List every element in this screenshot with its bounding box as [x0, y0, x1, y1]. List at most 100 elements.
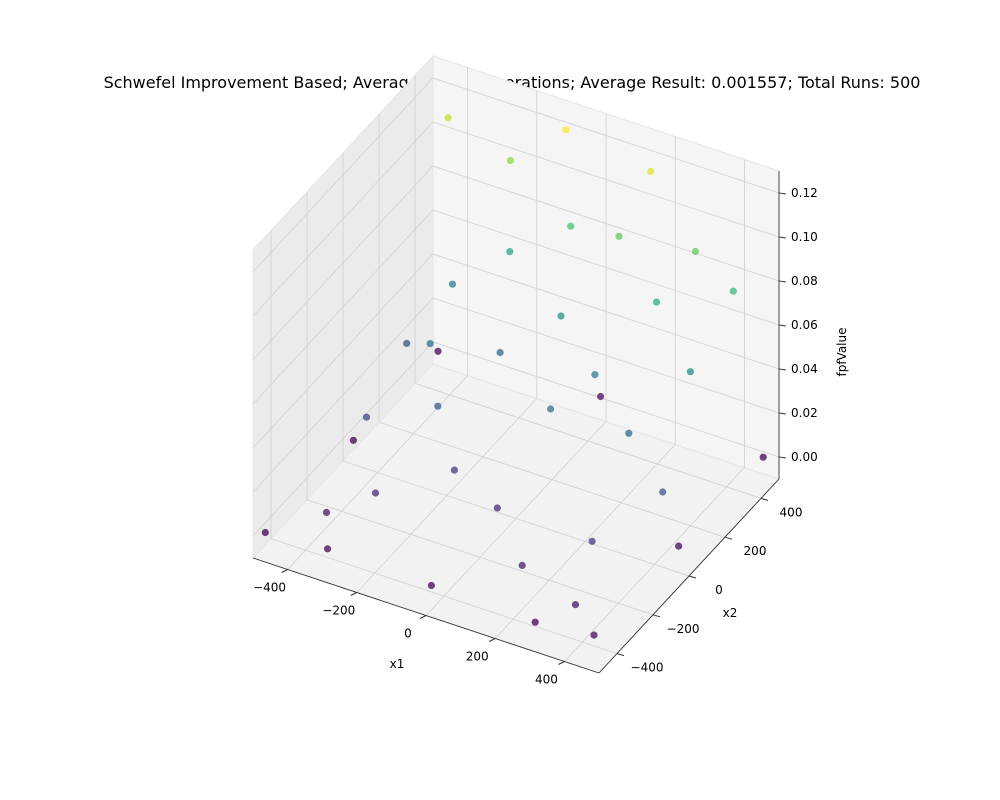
z-grid-back	[432, 121, 780, 238]
scatter-point	[450, 466, 458, 474]
z-grid-back	[432, 209, 780, 326]
z-tick-label: 0.06	[791, 318, 818, 332]
scatter-point	[759, 453, 767, 461]
x-tick-label: −200	[322, 604, 355, 618]
scatter-point	[591, 371, 599, 379]
scatter-point	[427, 581, 435, 590]
scatter-point	[349, 436, 357, 444]
data-points	[261, 114, 767, 639]
scatter-point	[448, 280, 457, 288]
z-grid-back	[432, 253, 780, 370]
y-grid-floor	[378, 421, 726, 538]
z-grid-left	[252, 209, 434, 405]
scatter-point	[615, 232, 623, 240]
z-tick-label: 0.08	[791, 274, 818, 288]
y-tick-mark	[760, 497, 769, 501]
z-axis-label: fpfValue	[835, 327, 849, 376]
z-grid-back	[432, 341, 780, 458]
y-tick-mark	[652, 614, 661, 618]
y-tick-label: 0	[715, 583, 723, 597]
y-tick-label: −200	[667, 622, 700, 636]
x-axis-label: x1	[390, 657, 405, 671]
scatter-point	[588, 537, 596, 545]
scatter-point	[557, 312, 565, 320]
scatter-point	[547, 405, 555, 413]
scatter-point	[518, 561, 526, 570]
scatter-point	[426, 340, 434, 348]
y-axis-label: x2	[723, 606, 738, 620]
scatter-point	[567, 222, 575, 230]
z-grid-back	[432, 165, 780, 282]
y-grid-floor	[270, 538, 618, 654]
scatter-point	[506, 248, 514, 256]
x-tick-label: 200	[466, 650, 489, 664]
scatter-point	[496, 348, 504, 357]
y-tick-mark	[616, 653, 625, 657]
y-tick-label: 400	[780, 505, 803, 519]
y-grid-floor	[306, 499, 654, 616]
scatter-point	[659, 488, 667, 496]
scatter-point	[647, 167, 655, 176]
y-tick-mark	[724, 536, 733, 540]
scatter-point	[444, 114, 452, 122]
scatter-point	[571, 601, 580, 609]
y-tick-label: 200	[744, 544, 767, 558]
z-grid-left	[252, 297, 434, 493]
scatter-point	[531, 618, 539, 626]
axes-panes	[252, 54, 780, 674]
scatter-point	[362, 413, 371, 421]
x-tick-label: −400	[253, 581, 286, 595]
z-tick-label: 0.04	[791, 362, 818, 376]
scatter-point	[324, 545, 332, 553]
scatter-point	[562, 126, 570, 134]
grid-lines	[252, 67, 780, 674]
y-tick-mark	[688, 575, 697, 579]
x-tick-mark	[350, 592, 358, 596]
scatter-point	[686, 368, 695, 376]
scatter-point	[691, 247, 700, 256]
y-grid-floor	[414, 383, 762, 499]
z-tick-mark	[778, 368, 787, 371]
scatter-point	[434, 347, 442, 355]
x-tick-mark	[488, 638, 496, 642]
scatter-point	[493, 504, 501, 512]
z-tick-mark	[778, 456, 787, 459]
scatter-point	[506, 156, 515, 165]
z-tick-mark	[778, 324, 787, 327]
scatter-point	[371, 489, 380, 497]
scatter-point	[322, 508, 331, 516]
z-tick-mark	[778, 412, 787, 415]
x-tick-mark	[558, 661, 565, 665]
z-grid-left	[252, 121, 434, 317]
y-tick-label: −400	[631, 661, 664, 675]
tick-labels: −400 −200 0 200 400 −400 −200 0 200 400 0.00 0.02 0.…	[253, 186, 818, 687]
z-tick-label: 0.10	[791, 230, 818, 244]
z-tick-label: 0.00	[791, 450, 818, 464]
z-grid-left	[252, 253, 434, 449]
x-tick-mark	[281, 569, 288, 573]
scatter-point	[403, 339, 411, 347]
z-grid-left	[252, 77, 434, 273]
z-tick-mark	[778, 280, 787, 283]
scatter-point	[625, 429, 633, 437]
z-tick-label: 0.02	[791, 406, 818, 420]
x-tick-label: 400	[535, 673, 558, 687]
scatter-point	[261, 528, 269, 537]
x-tick-mark	[419, 615, 427, 619]
y-grid-floor	[342, 460, 690, 577]
z-grid-left	[252, 165, 434, 361]
z-tick-mark	[778, 236, 787, 239]
x-tick-label: 0	[404, 627, 412, 641]
scatter-point	[597, 392, 605, 401]
scatter-point	[590, 631, 598, 639]
z-grid-back	[432, 297, 780, 414]
z-grid-back	[432, 77, 780, 194]
z-tick-mark	[778, 192, 787, 195]
scatter-point	[675, 542, 683, 550]
scatter-point	[729, 287, 737, 295]
z-grid-left	[252, 341, 434, 537]
scatter-point	[434, 402, 442, 410]
scatter-point	[652, 298, 661, 306]
z-tick-label: 0.12	[791, 186, 818, 200]
